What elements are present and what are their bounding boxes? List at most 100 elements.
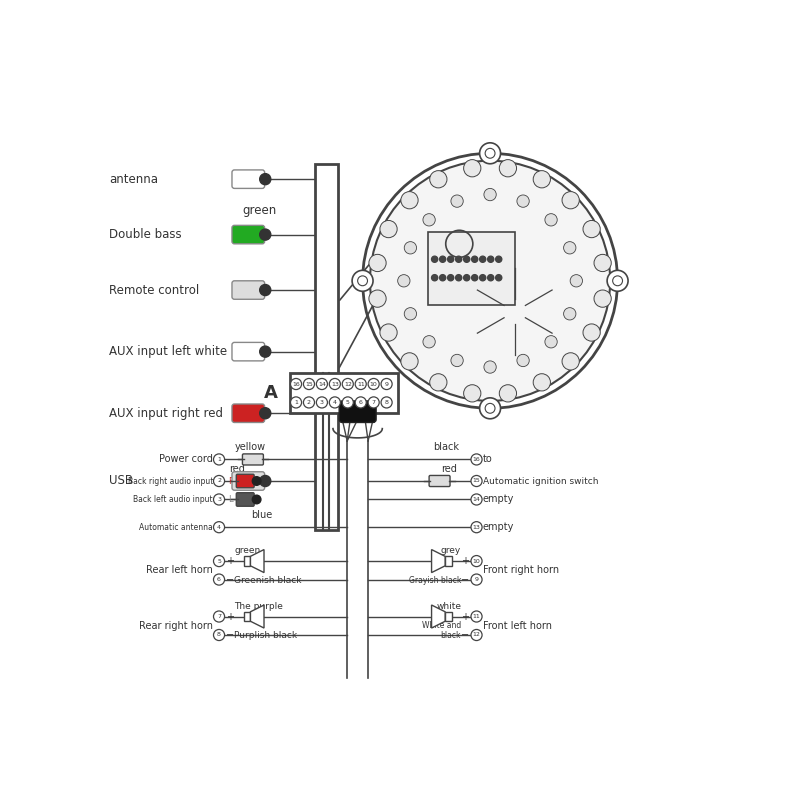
Circle shape (260, 229, 270, 240)
Circle shape (472, 256, 478, 262)
FancyBboxPatch shape (244, 612, 250, 622)
Text: 5: 5 (346, 400, 350, 405)
Circle shape (562, 353, 579, 370)
Circle shape (563, 242, 576, 254)
Circle shape (423, 336, 435, 348)
Circle shape (380, 324, 397, 341)
Circle shape (517, 354, 530, 366)
Text: 1: 1 (294, 400, 298, 405)
Circle shape (290, 397, 302, 408)
Text: 16: 16 (292, 382, 300, 386)
Circle shape (451, 354, 463, 366)
Circle shape (471, 494, 482, 505)
FancyBboxPatch shape (429, 475, 450, 486)
Text: 4: 4 (333, 400, 337, 405)
Text: Greenish black: Greenish black (234, 576, 302, 585)
Circle shape (214, 494, 225, 505)
Text: green: green (234, 546, 261, 555)
Circle shape (447, 274, 454, 281)
Text: 4: 4 (217, 525, 221, 530)
Circle shape (214, 454, 225, 465)
Text: White and
black: White and black (422, 621, 461, 640)
Text: blue: blue (251, 510, 273, 520)
Circle shape (455, 274, 462, 281)
Circle shape (369, 254, 386, 271)
Circle shape (480, 398, 501, 418)
Text: to: to (482, 454, 493, 465)
FancyBboxPatch shape (445, 556, 452, 566)
Circle shape (252, 495, 261, 504)
FancyBboxPatch shape (232, 404, 265, 422)
Circle shape (545, 214, 558, 226)
Circle shape (431, 256, 438, 262)
FancyBboxPatch shape (314, 164, 338, 530)
Circle shape (570, 274, 582, 287)
Text: A: A (264, 384, 278, 402)
Circle shape (214, 611, 225, 622)
Circle shape (471, 475, 482, 486)
Circle shape (316, 378, 327, 390)
Circle shape (430, 374, 447, 391)
Circle shape (517, 195, 530, 207)
Text: antenna: antenna (110, 173, 158, 186)
Circle shape (545, 336, 558, 348)
Circle shape (214, 475, 225, 486)
Text: 13: 13 (473, 525, 481, 530)
Circle shape (496, 274, 502, 281)
Circle shape (430, 170, 447, 188)
Circle shape (260, 174, 270, 185)
Circle shape (303, 397, 314, 408)
FancyBboxPatch shape (236, 493, 254, 506)
Text: −: − (461, 574, 469, 585)
Circle shape (381, 378, 392, 390)
Circle shape (484, 189, 496, 201)
Circle shape (369, 290, 386, 307)
Text: 14: 14 (318, 382, 326, 386)
Circle shape (447, 256, 454, 262)
Text: 11: 11 (357, 382, 365, 386)
Circle shape (471, 555, 482, 566)
Circle shape (484, 361, 496, 373)
Circle shape (471, 574, 482, 585)
Circle shape (362, 154, 618, 408)
Text: 1: 1 (217, 457, 221, 462)
Circle shape (423, 214, 435, 226)
Circle shape (214, 522, 225, 533)
Polygon shape (431, 605, 445, 628)
Circle shape (368, 378, 379, 390)
Circle shape (260, 475, 270, 486)
Text: AUX input left white: AUX input left white (110, 345, 227, 358)
Text: Back left audio input: Back left audio input (134, 495, 213, 504)
Circle shape (330, 397, 340, 408)
Text: −: − (226, 630, 234, 640)
Circle shape (562, 191, 579, 209)
Circle shape (342, 378, 354, 390)
Text: Power cord: Power cord (159, 454, 213, 465)
Circle shape (214, 555, 225, 566)
Text: The purple: The purple (234, 602, 283, 610)
Circle shape (316, 397, 327, 408)
Circle shape (464, 385, 481, 402)
Text: 15: 15 (473, 478, 481, 483)
Circle shape (401, 353, 418, 370)
Circle shape (303, 378, 314, 390)
Text: 7: 7 (217, 614, 221, 619)
Polygon shape (250, 550, 264, 573)
Text: Purplish black: Purplish black (234, 631, 298, 640)
Text: 12: 12 (473, 633, 481, 638)
Circle shape (480, 274, 486, 281)
Circle shape (398, 274, 410, 287)
Circle shape (533, 170, 550, 188)
Text: AUX input right red: AUX input right red (110, 406, 223, 420)
Circle shape (352, 270, 373, 291)
Text: −: − (226, 574, 234, 585)
Text: 8: 8 (217, 633, 221, 638)
Text: Rear right horn: Rear right horn (139, 621, 213, 630)
FancyBboxPatch shape (236, 474, 254, 488)
Text: Automatic ignition switch: Automatic ignition switch (482, 477, 598, 486)
Text: red: red (230, 464, 246, 474)
Text: grey: grey (441, 546, 461, 555)
Circle shape (613, 276, 622, 286)
Text: +: + (226, 611, 234, 622)
Circle shape (290, 378, 302, 390)
